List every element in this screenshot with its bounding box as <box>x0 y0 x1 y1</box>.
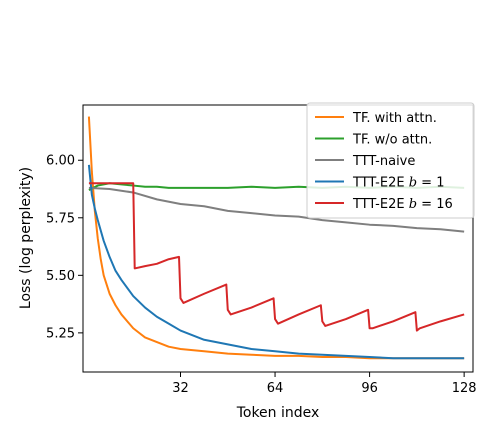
legend-label-2: TTT-naive <box>352 154 415 169</box>
legend-box <box>306 102 475 219</box>
legend-label-4: TTT-E2E b = 16 <box>352 197 453 212</box>
series-line-0 <box>87 116 465 360</box>
series-layer <box>87 116 465 360</box>
legend-label-0: TF. with attn. <box>352 111 437 126</box>
series-line-4 <box>88 182 465 332</box>
y-tick-label: 6.00 <box>46 154 75 169</box>
y-axis: 5.25 5.50 5.75 6.00 <box>46 154 83 341</box>
x-tick-label: 32 <box>172 381 189 396</box>
x-axis: 32 64 96 128 <box>172 372 477 396</box>
plot-frame <box>82 104 474 373</box>
y-tick-label: 5.50 <box>46 269 75 284</box>
x-tick-label: 64 <box>267 381 284 396</box>
x-tick-label: 96 <box>361 381 378 396</box>
x-tick-label: 128 <box>452 381 477 396</box>
x-axis-label: Token index <box>236 405 320 421</box>
y-axis-label: Loss (log perplexity) <box>18 167 34 309</box>
y-tick-label: 5.25 <box>46 326 75 341</box>
legend-label-1: TF. w/o attn. <box>352 133 432 148</box>
y-tick-label: 5.75 <box>46 211 75 226</box>
series-line-3 <box>87 164 465 360</box>
series-line-2 <box>88 186 465 233</box>
legend-label-3: TTT-E2E b = 1 <box>352 176 444 191</box>
legend: TF. with attn. TF. w/o attn. TTT-naive TTT-… <box>306 102 475 219</box>
